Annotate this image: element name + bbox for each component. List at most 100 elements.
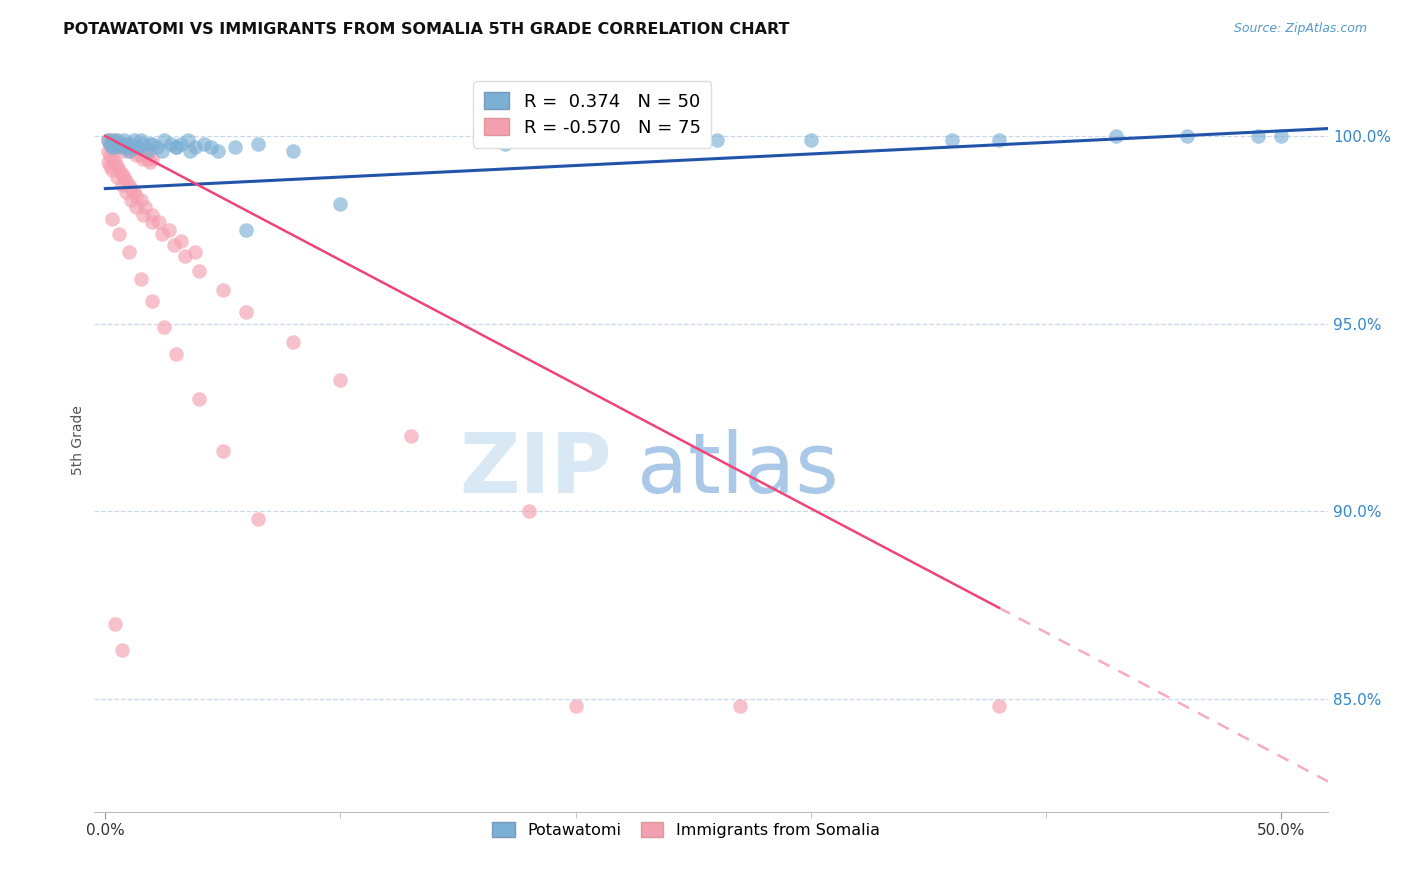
Point [118, 140, 141, 154]
Point [162, 238, 184, 252]
Point [132, 136, 155, 151]
Point [108, 162, 131, 177]
Point [235, 223, 257, 237]
Point [179, 144, 201, 158]
Point [136, 144, 159, 158]
Point [329, 373, 352, 387]
Point [101, 211, 124, 226]
Text: Source: ZipAtlas.com: Source: ZipAtlas.com [1233, 22, 1367, 36]
Point [127, 144, 149, 158]
Point [141, 215, 163, 229]
Point [494, 136, 516, 151]
Point [125, 148, 148, 162]
Point [111, 178, 134, 192]
Point [112, 136, 135, 151]
Point [97, 155, 120, 169]
Point [132, 152, 155, 166]
Point [728, 699, 751, 714]
Point [118, 144, 141, 158]
Point [118, 144, 141, 158]
Point [122, 133, 145, 147]
Point [129, 193, 152, 207]
Point [115, 186, 138, 200]
Point [108, 136, 131, 151]
Point [97, 144, 120, 158]
Point [120, 136, 142, 151]
Point [98, 148, 121, 162]
Point [108, 136, 131, 151]
Point [134, 200, 156, 214]
Point [122, 144, 145, 158]
Point [207, 144, 229, 158]
Point [112, 170, 135, 185]
Point [125, 140, 148, 154]
Point [157, 223, 180, 237]
Point [111, 167, 134, 181]
Point [105, 136, 128, 151]
Point [1270, 129, 1292, 144]
Point [146, 140, 169, 154]
Point [247, 136, 270, 151]
Point [120, 140, 142, 154]
Point [118, 178, 141, 192]
Point [108, 140, 131, 154]
Point [141, 294, 163, 309]
Point [150, 144, 173, 158]
Point [183, 140, 205, 154]
Point [165, 140, 187, 154]
Point [105, 133, 128, 147]
Point [105, 170, 128, 185]
Point [200, 140, 222, 154]
Point [129, 133, 152, 147]
Point [120, 193, 142, 207]
Point [800, 133, 823, 147]
Point [212, 444, 235, 458]
Point [97, 133, 120, 147]
Point [174, 249, 197, 263]
Point [141, 208, 163, 222]
Point [136, 152, 159, 166]
Point [169, 136, 191, 151]
Point [101, 140, 124, 154]
Point [706, 133, 728, 147]
Point [125, 189, 148, 203]
Point [165, 347, 187, 361]
Point [104, 133, 127, 147]
Point [101, 162, 124, 177]
Legend: Potawatomi, Immigrants from Somalia: Potawatomi, Immigrants from Somalia [486, 815, 886, 845]
Point [941, 133, 963, 147]
Point [115, 174, 138, 188]
Point [98, 159, 121, 173]
Point [283, 335, 305, 350]
Point [122, 186, 145, 200]
Point [104, 155, 127, 169]
Point [1175, 129, 1198, 144]
Point [612, 133, 634, 147]
Point [329, 196, 352, 211]
Point [108, 227, 131, 241]
Point [987, 699, 1010, 714]
Point [127, 140, 149, 154]
Point [165, 140, 187, 154]
Point [111, 140, 134, 154]
Point [247, 512, 270, 526]
Point [115, 140, 138, 154]
Y-axis label: 5th Grade: 5th Grade [72, 405, 86, 475]
Text: atlas: atlas [637, 429, 838, 510]
Point [1246, 129, 1268, 144]
Point [115, 136, 138, 151]
Point [97, 133, 120, 147]
Point [139, 155, 162, 169]
Point [564, 699, 586, 714]
Point [283, 144, 305, 158]
Point [125, 200, 148, 214]
Text: ZIP: ZIP [460, 429, 612, 510]
Point [101, 152, 124, 166]
Point [183, 245, 205, 260]
Point [212, 283, 235, 297]
Point [104, 616, 127, 631]
Point [111, 144, 134, 158]
Point [98, 136, 121, 151]
Point [101, 140, 124, 154]
Point [1105, 129, 1128, 144]
